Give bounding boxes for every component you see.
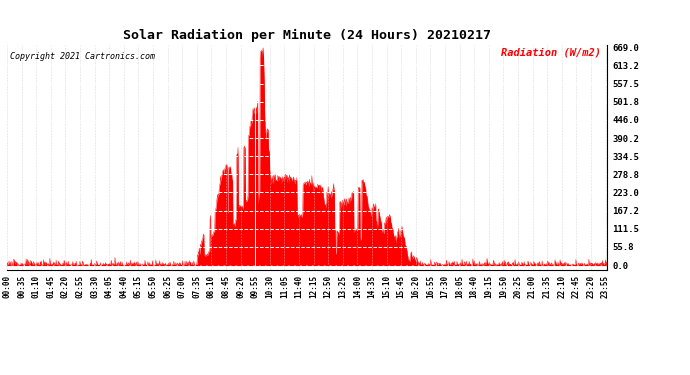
Title: Solar Radiation per Minute (24 Hours) 20210217: Solar Radiation per Minute (24 Hours) 20…: [123, 29, 491, 42]
Text: Copyright 2021 Cartronics.com: Copyright 2021 Cartronics.com: [10, 52, 155, 61]
Text: Radiation (W/m2): Radiation (W/m2): [501, 47, 601, 57]
